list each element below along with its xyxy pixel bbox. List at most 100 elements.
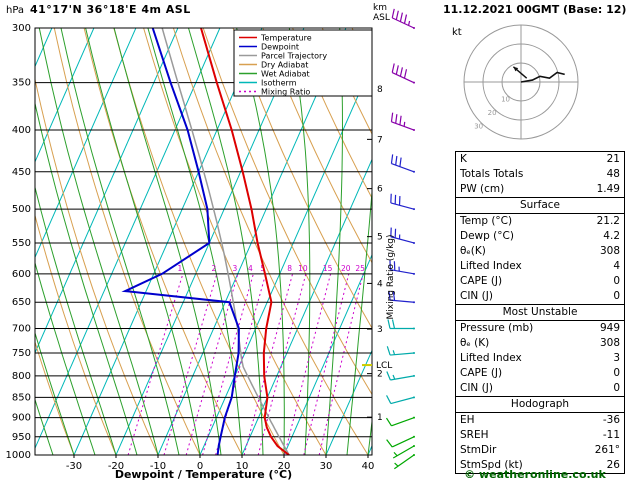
table-row: PW (cm) 1.49 <box>456 182 624 197</box>
table-row-value: 308 <box>599 245 620 257</box>
temperature-axis-label: Dewpoint / Temperature (°C) <box>114 468 293 481</box>
table-row: θₑ(K) 308 <box>456 244 624 259</box>
pressure-tick-label: 600 <box>12 269 31 280</box>
table-row: SREH -11 <box>456 428 624 443</box>
table-row-value: 0 <box>613 290 620 302</box>
table-section-title: Most Unstable <box>456 305 624 321</box>
wet-adiabat <box>35 101 138 455</box>
hodograph-group: kt 10 20 30 <box>452 24 579 140</box>
km-tick-label: 8 <box>377 85 383 95</box>
legend-label: Dry Adiabat <box>261 60 308 69</box>
isotherm-line <box>73 28 263 455</box>
legend-label: Parcel Trajectory <box>261 51 327 60</box>
wind-barb <box>386 395 415 405</box>
wind-barb-station <box>413 435 415 438</box>
wind-barb <box>390 193 415 211</box>
table-row-value: 21 <box>606 153 620 165</box>
wind-barb-half <box>393 451 398 457</box>
wind-barb-full <box>391 63 395 73</box>
wind-barb-staff <box>391 121 415 131</box>
table-row-value: 4.2 <box>603 230 620 242</box>
table-row-label: θₑ(K) <box>460 245 486 257</box>
wind-barb <box>386 346 415 356</box>
temperature-tick-label: 0 <box>197 461 203 472</box>
table-row-label: K <box>460 153 467 165</box>
wind-barb-full <box>386 371 391 381</box>
mixing-ratio-line <box>163 273 218 455</box>
temperature-tick-label: 30 <box>320 461 333 472</box>
km-tick-label: 1 <box>377 413 383 423</box>
wind-barb-full <box>386 346 391 356</box>
pressure-tick-label: 650 <box>12 297 31 308</box>
table-row-label: Pressure (mb) <box>460 322 534 334</box>
wind-barb-station <box>413 81 415 84</box>
table-row-label: Temp (°C) <box>460 215 513 227</box>
isotherm-line <box>325 349 372 455</box>
table-section-title: Surface <box>456 198 624 214</box>
pressure-tick-label: 350 <box>12 78 31 89</box>
wind-barb-full <box>385 417 392 427</box>
table-row: K 21 <box>456 152 624 167</box>
table-row-label: Totals Totals <box>460 168 524 180</box>
table-row-label: Lifted Index <box>460 260 522 272</box>
pressure-tick-label: 500 <box>12 204 31 215</box>
wind-barb-station <box>413 27 415 29</box>
table-row-label: Dewp (°C) <box>460 230 514 242</box>
mixing-ratio-axis-label: Mixing Ratio (g/kg) <box>386 234 396 320</box>
wind-barb-half <box>403 121 406 127</box>
legend-label: Isotherm <box>261 78 297 87</box>
table-row: StmSpd (kt) 26 <box>456 458 624 473</box>
wet-adiabat <box>35 397 54 455</box>
pressure-tick-label: 850 <box>12 392 31 403</box>
table-row-label: Lifted Index <box>460 352 522 364</box>
mixing-ratio-label: 4 <box>248 264 253 273</box>
dry-adiabat <box>262 28 372 264</box>
km-asl-axis-label: km ASL <box>373 3 390 23</box>
wind-barb <box>391 8 415 29</box>
wind-barb-half <box>407 20 411 26</box>
wind-barb-station <box>413 374 415 377</box>
table-row: Pressure (mb) 949 <box>456 321 624 336</box>
wind-barb-staff <box>391 17 415 29</box>
dry-adiabat <box>35 340 75 455</box>
table-row-value: 0 <box>613 367 620 379</box>
table-row: CAPE (J) 0 <box>456 274 624 289</box>
station-title: 41°17'N 36°18'E 4m ASL <box>30 3 191 16</box>
mixing-ratio-label: 15 <box>323 264 333 273</box>
table-section-title: Hodograph <box>456 397 624 413</box>
temperature-tick-label: -30 <box>66 461 82 472</box>
isotherm-line <box>283 253 372 455</box>
wind-barb <box>391 63 415 84</box>
plot-border <box>34 27 373 456</box>
table-row-label: StmDir <box>460 444 497 456</box>
temperature-tick-label: -10 <box>150 461 166 472</box>
wind-barb-staff <box>391 163 415 173</box>
temperature-axis-labels: -30 -20 -10 0 10 20 30 40 <box>66 455 374 472</box>
wind-barb-staff <box>392 445 415 459</box>
table-row-label: StmSpd (kt) <box>460 459 523 471</box>
table-row-value: 21.2 <box>596 215 620 227</box>
table-group: K 21 Totals Totals 48 PW (cm) 1.49 <box>455 151 625 198</box>
wind-barb-station <box>413 301 415 304</box>
isotherm-line <box>157 28 347 455</box>
mixing-ratio-label: 3 <box>233 264 238 273</box>
wind-barb-full <box>386 439 393 448</box>
pressure-tick-label: 300 <box>12 23 31 34</box>
mixing-ratio-label: 20 <box>341 264 351 273</box>
legend-label: Mixing Ratio <box>261 87 310 96</box>
wind-barb-station <box>413 445 415 448</box>
table-row-value: 48 <box>606 168 620 180</box>
pressure-tick-label: 550 <box>12 238 31 249</box>
wind-barb-station <box>413 272 415 275</box>
datetime-title: 11.12.2021 00GMT (Base: 12) <box>443 3 627 16</box>
wind-barb-full <box>391 319 396 329</box>
mixing-ratio-line <box>243 273 294 455</box>
wind-barb-full <box>392 291 396 301</box>
wind-barb-full <box>399 12 403 22</box>
indices-table: K 21 Totals Totals 48 PW (cm) 1.49 Surface Temp… <box>455 151 625 474</box>
isotherm-line <box>35 28 179 354</box>
mixing-ratio-label: 2 <box>212 264 217 273</box>
pressure-tick-label: 400 <box>12 125 31 136</box>
